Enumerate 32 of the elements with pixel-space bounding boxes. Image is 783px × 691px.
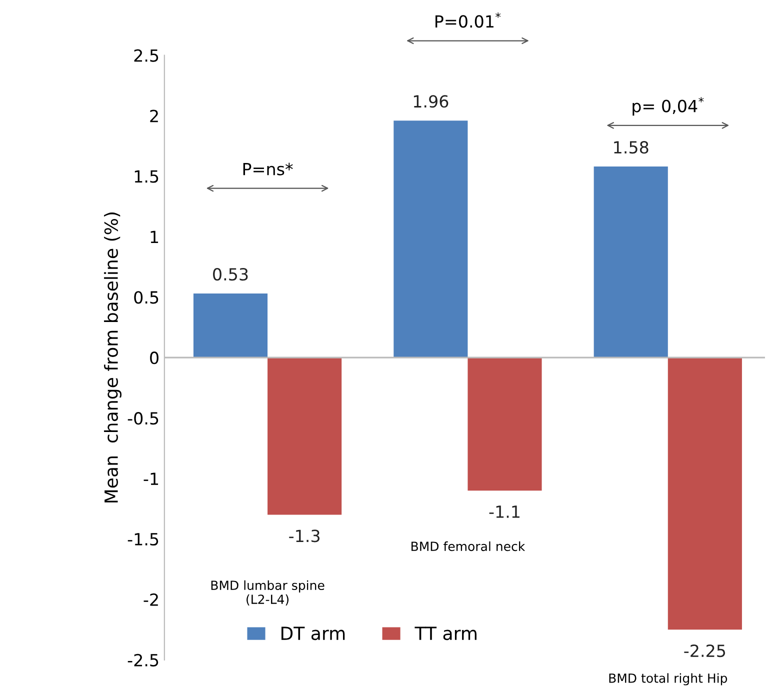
annotation: P=ns* <box>243 162 293 176</box>
y-tick-label: 2 <box>150 110 158 122</box>
x-tick-label: BMD total right Hip <box>609 673 728 686</box>
data-label: 1.96 <box>414 95 448 108</box>
data-label: 1.58 <box>614 141 648 154</box>
bar <box>193 294 268 358</box>
y-tick-label: -1.5 <box>128 533 158 546</box>
y-tick-label: 1 <box>150 230 158 243</box>
annotation: p= 0,04$^{*}$ <box>632 97 704 116</box>
y-tick-label: -0.5 <box>128 412 158 425</box>
bar <box>668 358 742 630</box>
x-tick-label: BMD femoral neck <box>412 541 526 552</box>
data-label: -1.1 <box>489 506 520 518</box>
legend-label: DT arm <box>282 626 345 640</box>
y-tick-label: -2 <box>144 593 158 606</box>
legend-label: TT arm <box>414 626 476 640</box>
y-tick-label: -2.5 <box>128 654 158 666</box>
data-label: 0.53 <box>213 268 248 281</box>
bar <box>268 358 342 515</box>
bar <box>468 358 542 491</box>
data-label: -1.3 <box>289 530 320 542</box>
text: P=0.01$^{*}$ <box>436 12 501 28</box>
y-tick-label: 0 <box>150 352 158 364</box>
bar <box>394 120 468 358</box>
y-tick-label: 1.5 <box>134 170 158 183</box>
bar <box>594 166 668 358</box>
data-label: -2.25 <box>684 644 726 658</box>
y-tick-label: 0.5 <box>134 291 158 304</box>
y-axis-title: Mean change from baseline (%) <box>104 212 122 502</box>
y-tick-label: -1 <box>144 472 158 485</box>
y-tick-label: 2.5 <box>134 49 158 62</box>
x-tick-label: BMD lumbar spine (L2-L4) <box>211 580 324 606</box>
